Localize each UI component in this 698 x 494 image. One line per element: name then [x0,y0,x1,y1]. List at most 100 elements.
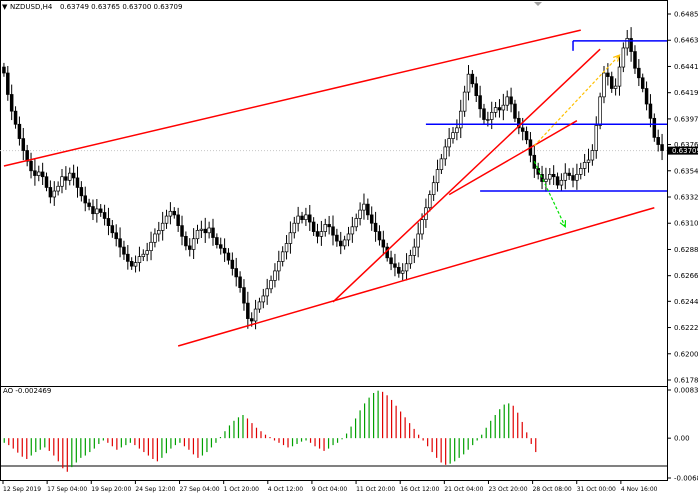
candle-body [621,47,626,68]
candle-body [133,262,138,267]
candle-body [110,225,115,234]
time-label: 27 Sep 04:00 [180,486,220,493]
candle-body [137,256,142,263]
candle-body [625,38,629,49]
candle-body [377,231,382,241]
candle-body [246,302,250,319]
candle-body [296,215,300,224]
candle-body [253,308,258,322]
candle-body [613,85,618,89]
candle-body [509,96,513,105]
time-label: 19 Sep 20:00 [91,486,131,493]
candle-body [362,203,366,211]
candle-body [640,77,645,89]
candle-body [211,227,215,238]
candle-body [443,146,448,160]
chart-menu-triangle-icon[interactable]: ▼ [2,3,8,11]
candle-body [594,125,599,151]
trendline [448,120,578,196]
candle-body [563,172,568,181]
chart-shift-marker-icon[interactable] [534,2,542,6]
candle-body [257,301,262,310]
candle-body [6,72,10,95]
candle-body [470,73,475,85]
candle-body [249,318,254,322]
candle-body [226,252,231,261]
candle-body [520,127,525,132]
ao-axis-label: -0.006877 [674,475,698,483]
candle-body [462,91,467,112]
candle-body [292,222,297,234]
time-label: 21 Oct 04:00 [444,486,483,493]
candle-body [404,263,409,272]
candle-body [575,173,579,181]
candle-body [160,222,165,231]
candle-body [393,263,397,268]
ao-axis-label: 0.00 [674,435,690,443]
candle-body [489,112,494,120]
candle-body [524,131,529,141]
price-axis-ticks: 0.64855 0.64635 0.64415 0.64195 0.63975 0.637… [0,11,698,385]
candle-body [338,240,343,247]
candle-body [64,176,68,181]
candle-body [323,224,328,232]
candle-body [33,170,37,176]
candle-body [21,138,26,151]
candle-body [648,103,653,119]
candle-body [91,206,95,215]
candle-body [354,218,358,228]
trendline [332,48,601,303]
indicator-label: AO -0.002469 [3,387,51,395]
horizontal-levels[interactable] [425,40,667,192]
forecast-arrow-line [533,160,566,228]
price-label: 0.61785 [674,377,698,385]
candle-body [397,266,401,274]
candle-body [602,72,606,98]
candle-body [265,288,269,297]
trendlines[interactable] [3,29,655,347]
candle-body [633,51,637,69]
price-label: 0.64855 [674,11,698,19]
candle-body [478,95,482,110]
candle-body [102,212,107,219]
candle-body [567,172,571,176]
time-label: 23 Oct 20:00 [488,486,527,493]
candle-body [582,162,587,169]
forecast-arrow-head [612,54,621,62]
candle-body [52,190,57,198]
candle-body [288,232,293,244]
main-price-pane[interactable] [0,0,668,467]
candle-body [129,261,134,267]
time-label: 28 Oct 08:00 [533,486,572,493]
candle-body [273,270,277,281]
time-label: 1 Oct 20:00 [224,486,259,493]
candle-body [218,244,223,249]
candle-body [644,88,649,105]
chart-symbol-title: NZDUSD,H4 [10,3,53,11]
candle-body [98,208,103,213]
candle-body [79,187,84,197]
time-label: 4 Oct 12:00 [268,486,303,493]
candle-body [373,222,378,232]
candle-body [420,219,424,235]
ao-indicator-pane[interactable] [0,386,668,481]
price-label: 0.64415 [674,63,698,71]
candle-body [184,235,188,247]
candle-body [191,238,196,250]
ao-axis-label: 0.008315 [674,387,698,395]
candle-body [474,83,478,97]
candle-body [126,253,130,262]
candle-body [114,232,118,240]
candle-body [609,76,614,89]
trendline [3,29,581,167]
candle-body [431,182,436,195]
candle-body [56,185,60,192]
candle-body [188,245,192,250]
candle-body [459,110,463,129]
price-label: 0.62225 [674,324,698,332]
candle-body [505,96,509,106]
candle-body [203,228,207,234]
